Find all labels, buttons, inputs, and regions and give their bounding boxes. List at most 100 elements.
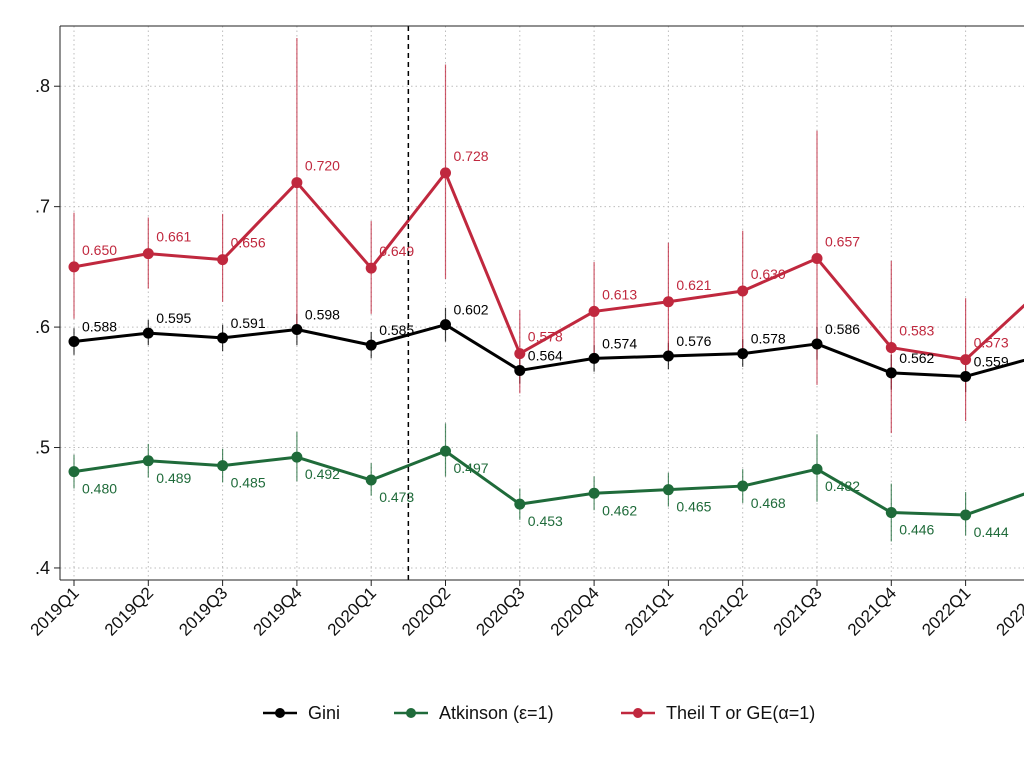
label-theil-6: 0.578 (528, 329, 563, 345)
label-gini-11: 0.562 (899, 350, 934, 366)
x-tick-label: 2019Q1 (27, 583, 83, 639)
line-theil (73, 171, 1024, 362)
point-gini-0 (68, 336, 80, 348)
x-tick-label: 2020Q4 (547, 583, 603, 639)
label-gini-10: 0.586 (825, 321, 860, 337)
point-gini-12 (960, 370, 972, 382)
label-theil-12: 0.573 (974, 335, 1009, 351)
point-theil-6 (514, 348, 526, 360)
label-theil-11: 0.583 (899, 323, 934, 339)
point-atkinson-3 (291, 451, 303, 463)
legend-marker-atkinson (394, 708, 428, 718)
y-tick-label: .5 (35, 438, 50, 458)
point-atkinson-12 (960, 509, 972, 521)
point-theil-0 (68, 261, 80, 273)
series-points (68, 167, 972, 521)
y-tick-label: .7 (35, 197, 50, 217)
line-atkinson (73, 449, 1024, 517)
legend-marker-gini (263, 708, 297, 718)
point-theil-8 (662, 296, 674, 308)
label-gini-2: 0.591 (231, 315, 266, 331)
label-theil-2: 0.656 (231, 235, 266, 251)
y-tick-label: .4 (35, 558, 50, 578)
label-atkinson-3: 0.492 (305, 466, 340, 482)
legend-item-theil: Theil T or GE(α=1) (620, 695, 815, 731)
point-atkinson-10 (811, 463, 823, 475)
legend-item-atkinson: Atkinson (ε=1) (393, 695, 554, 731)
label-gini-7: 0.574 (602, 335, 637, 351)
point-gini-3 (291, 323, 303, 335)
label-gini-1: 0.595 (156, 310, 191, 326)
label-atkinson-10: 0.482 (825, 478, 860, 494)
point-theil-5 (440, 167, 451, 179)
label-atkinson-12: 0.444 (974, 524, 1009, 540)
legend-item-gini: Gini (262, 695, 340, 731)
point-theil-1 (142, 248, 154, 260)
point-gini-10 (811, 338, 823, 350)
x-tick-label: 2021Q1 (621, 583, 677, 639)
x-tick-label: 2019Q2 (101, 583, 157, 639)
label-gini-12: 0.559 (974, 353, 1009, 369)
label-atkinson-1: 0.489 (156, 470, 191, 486)
label-atkinson-8: 0.465 (676, 499, 711, 515)
point-theil-4 (365, 262, 377, 274)
point-gini-9 (737, 348, 749, 360)
label-atkinson-4: 0.473 (379, 489, 414, 505)
label-gini-3: 0.598 (305, 306, 340, 322)
point-gini-5 (440, 319, 451, 331)
legend-marker-theil (621, 708, 655, 718)
point-theil-2 (217, 254, 229, 266)
label-theil-9: 0.630 (751, 266, 786, 282)
label-atkinson-0: 0.480 (82, 481, 117, 497)
legend-label-gini: Gini (308, 702, 341, 723)
label-gini-4: 0.585 (379, 322, 414, 338)
label-atkinson-5: 0.497 (454, 460, 489, 476)
point-atkinson-7 (588, 487, 600, 499)
label-theil-8: 0.621 (676, 277, 711, 293)
axes: .4 .5 .6 .7 .8 2019Q1 2019Q2 2019Q3 2019Q4 2020Q1… (27, 25, 1024, 640)
point-theil-7 (588, 305, 600, 317)
label-theil-5: 0.728 (454, 148, 489, 164)
label-atkinson-2: 0.485 (231, 475, 266, 491)
label-theil-0: 0.650 (82, 242, 117, 258)
point-atkinson-0 (68, 466, 80, 478)
x-tick-label: 2019Q4 (250, 583, 306, 639)
data-labels: 0.588 0.595 0.591 0.598 0.585 0.602 0.564 0.574… (82, 148, 1009, 540)
x-tick-label: 2019Q3 (175, 583, 231, 639)
point-gini-8 (662, 350, 674, 362)
chart-canvas: 0.588 0.595 0.591 0.598 0.585 0.602 0.564 0.574… (27, 25, 1024, 640)
legend: Gini Atkinson (ε=1) Theil T or GE(α=1) (0, 695, 1024, 731)
x-tick-label: 2020Q2 (398, 583, 454, 639)
point-gini-7 (588, 352, 600, 364)
point-theil-11 (885, 342, 897, 354)
point-atkinson-2 (217, 460, 229, 472)
label-gini-9: 0.578 (751, 331, 786, 347)
point-atkinson-1 (142, 455, 154, 467)
legend-label-atkinson: Atkinson (ε=1) (439, 702, 554, 723)
point-atkinson-11 (885, 507, 897, 519)
x-tick-label: 2022Q1 (918, 583, 974, 639)
label-theil-7: 0.613 (602, 286, 637, 302)
label-theil-1: 0.661 (156, 229, 191, 245)
point-gini-4 (365, 339, 377, 351)
x-tick-label: 2020Q3 (472, 583, 528, 639)
label-atkinson-9: 0.468 (751, 495, 786, 511)
point-atkinson-5 (440, 445, 451, 457)
x-tick-label: 2022Q2 (993, 583, 1024, 639)
y-tick-label: .8 (35, 76, 50, 96)
legend-label-theil: Theil T or GE(α=1) (666, 702, 816, 723)
point-gini-11 (885, 367, 897, 379)
series-lines (73, 171, 1024, 517)
label-atkinson-11: 0.446 (899, 522, 934, 538)
label-atkinson-6: 0.453 (528, 513, 563, 529)
grid-layer (60, 26, 1024, 580)
label-atkinson-7: 0.462 (602, 502, 637, 518)
label-gini-6: 0.564 (528, 347, 563, 363)
x-tick-label: 2021Q2 (695, 583, 751, 639)
point-theil-9 (737, 285, 749, 297)
point-gini-1 (142, 327, 154, 339)
line-gini (73, 323, 1024, 378)
point-theil-3 (291, 177, 303, 189)
point-atkinson-4 (365, 474, 377, 486)
x-tick-label: 2020Q1 (324, 583, 380, 639)
